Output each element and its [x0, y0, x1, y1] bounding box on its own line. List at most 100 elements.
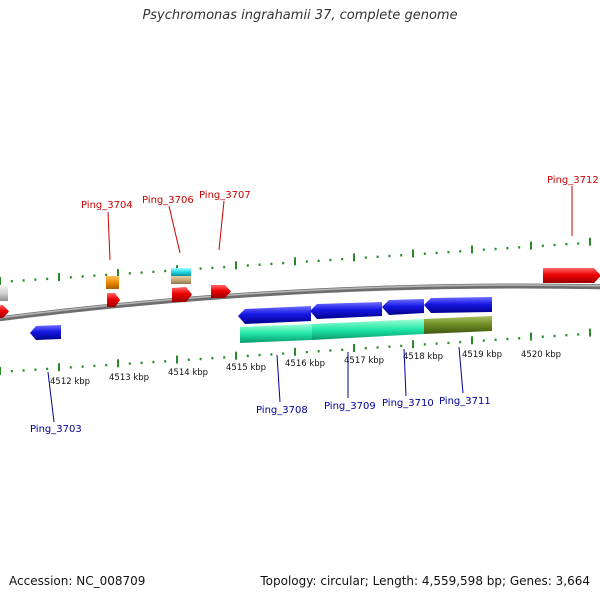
major-tick — [589, 237, 591, 246]
gene-label[interactable]: Ping_3709 — [324, 401, 376, 412]
gene-arrow[interactable] — [172, 287, 192, 302]
major-tick — [235, 351, 237, 360]
minor-tick — [317, 259, 320, 262]
minor-tick — [81, 365, 84, 368]
gene-arrow[interactable] — [240, 324, 312, 343]
tick-label: 4514 kbp — [168, 368, 208, 378]
gene-arrow[interactable] — [171, 268, 191, 276]
gene-arrow[interactable] — [382, 299, 424, 315]
reverse-tick-row — [0, 328, 591, 375]
minor-tick — [447, 250, 450, 254]
gene-label[interactable]: Ping_3708 — [256, 405, 308, 416]
minor-tick — [164, 269, 167, 273]
major-tick — [530, 332, 532, 341]
minor-tick — [22, 369, 25, 372]
major-tick — [58, 363, 60, 372]
minor-tick — [105, 273, 108, 277]
minor-tick — [447, 341, 450, 345]
minor-tick — [577, 333, 580, 336]
minor-tick — [22, 279, 25, 282]
gene-arrow[interactable] — [0, 286, 8, 301]
minor-tick — [246, 264, 249, 267]
major-tick — [353, 344, 355, 352]
minor-tick — [459, 340, 462, 344]
leader-line — [107, 211, 111, 261]
major-tick — [294, 347, 296, 356]
gene-label[interactable]: Ping_3710 — [382, 398, 434, 409]
gene-label[interactable]: Ping_3704 — [81, 200, 133, 211]
gene-arrow[interactable] — [543, 268, 600, 283]
tick-label: 4517 kbp — [344, 356, 384, 366]
minor-tick — [270, 353, 273, 356]
minor-tick — [93, 364, 96, 368]
gene-label[interactable]: Ping_3707 — [199, 190, 251, 201]
gene-arrow[interactable] — [106, 276, 119, 289]
minor-tick — [152, 360, 155, 364]
gene-label[interactable]: Ping_3706 — [142, 195, 194, 206]
minor-tick — [376, 255, 379, 258]
minor-tick — [329, 258, 332, 262]
major-tick — [589, 328, 591, 337]
gene-label[interactable]: Ping_3711 — [439, 396, 491, 407]
gene-arrow[interactable] — [312, 319, 424, 340]
minor-tick — [69, 276, 72, 279]
reverse-genes — [30, 297, 492, 343]
minor-tick — [34, 368, 37, 371]
minor-tick — [388, 345, 391, 348]
minor-tick — [93, 274, 96, 277]
gene-arrow[interactable] — [0, 305, 9, 318]
gene-arrow[interactable] — [238, 306, 311, 324]
major-tick — [471, 336, 473, 345]
minor-tick — [435, 342, 438, 345]
minor-tick — [105, 363, 108, 367]
minor-tick — [400, 254, 403, 257]
gene-arrow[interactable] — [310, 302, 382, 319]
minor-tick — [199, 357, 202, 361]
minor-tick — [211, 357, 214, 360]
minor-tick — [46, 367, 49, 371]
minor-tick — [258, 353, 261, 357]
leader-line — [47, 371, 55, 423]
minor-tick — [187, 358, 190, 361]
minor-tick — [164, 360, 167, 363]
tick-label: 4513 kbp — [109, 373, 149, 383]
minor-tick — [341, 348, 344, 351]
major-tick — [176, 355, 178, 364]
minor-tick — [34, 278, 37, 281]
genome-backbone-highlight — [0, 284, 600, 319]
minor-tick — [282, 352, 285, 355]
minor-tick — [152, 270, 155, 273]
leader-line — [403, 348, 407, 397]
genome-summary-text: Topology: circular; Length: 4,559,598 bp… — [260, 574, 590, 588]
major-tick — [412, 249, 414, 258]
minor-tick — [577, 242, 580, 245]
major-tick — [530, 241, 532, 250]
minor-tick — [128, 272, 131, 275]
gene-arrow[interactable] — [424, 297, 492, 313]
gene-label[interactable]: Ping_3712 — [547, 175, 599, 186]
minor-tick — [553, 243, 556, 247]
major-tick — [412, 340, 414, 349]
minor-tick — [223, 265, 226, 269]
minor-tick — [140, 271, 143, 274]
major-tick — [0, 367, 1, 375]
minor-tick — [10, 370, 13, 373]
gene-arrow[interactable] — [30, 325, 61, 340]
gene-arrow[interactable] — [107, 293, 120, 307]
minor-tick — [329, 349, 332, 352]
minor-tick — [506, 247, 509, 250]
tick-label: 4518 kbp — [403, 352, 443, 362]
major-tick — [353, 253, 355, 262]
minor-tick — [494, 338, 497, 341]
minor-tick — [541, 335, 544, 338]
minor-tick — [435, 251, 438, 255]
gene-arrow[interactable] — [171, 276, 191, 284]
major-tick — [117, 269, 119, 278]
minor-tick — [69, 366, 72, 369]
gene-arrow[interactable] — [211, 285, 231, 298]
gene-arrow[interactable] — [424, 316, 492, 334]
gene-label[interactable]: Ping_3703 — [30, 424, 82, 435]
minor-tick — [565, 334, 568, 337]
minor-tick — [81, 275, 84, 278]
minor-tick — [541, 244, 544, 247]
